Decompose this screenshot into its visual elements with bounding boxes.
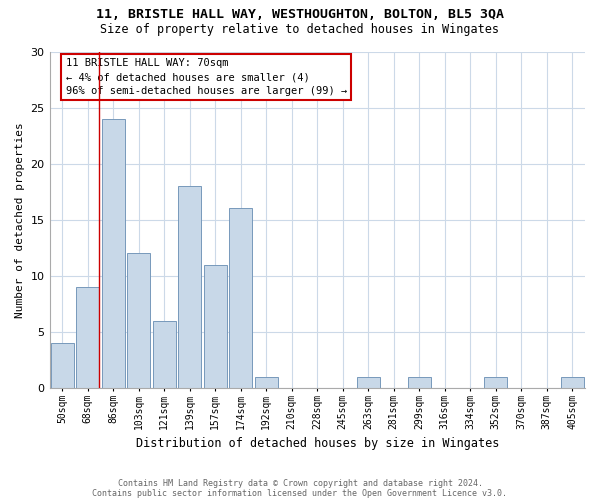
Bar — [229, 208, 252, 388]
Text: Contains public sector information licensed under the Open Government Licence v3: Contains public sector information licen… — [92, 488, 508, 498]
Bar — [484, 376, 507, 388]
Text: Size of property relative to detached houses in Wingates: Size of property relative to detached ho… — [101, 22, 499, 36]
Bar — [561, 376, 584, 388]
Y-axis label: Number of detached properties: Number of detached properties — [15, 122, 25, 318]
Bar — [204, 264, 227, 388]
Text: Contains HM Land Registry data © Crown copyright and database right 2024.: Contains HM Land Registry data © Crown c… — [118, 478, 482, 488]
Text: 11, BRISTLE HALL WAY, WESTHOUGHTON, BOLTON, BL5 3QA: 11, BRISTLE HALL WAY, WESTHOUGHTON, BOLT… — [96, 8, 504, 20]
Bar — [127, 254, 150, 388]
Bar — [51, 343, 74, 388]
Bar — [408, 376, 431, 388]
Bar — [255, 376, 278, 388]
X-axis label: Distribution of detached houses by size in Wingates: Distribution of detached houses by size … — [136, 437, 499, 450]
Bar — [178, 186, 201, 388]
Bar — [357, 376, 380, 388]
Text: 11 BRISTLE HALL WAY: 70sqm
← 4% of detached houses are smaller (4)
96% of semi-d: 11 BRISTLE HALL WAY: 70sqm ← 4% of detac… — [65, 58, 347, 96]
Bar — [153, 320, 176, 388]
Bar — [76, 287, 99, 388]
Bar — [102, 119, 125, 388]
